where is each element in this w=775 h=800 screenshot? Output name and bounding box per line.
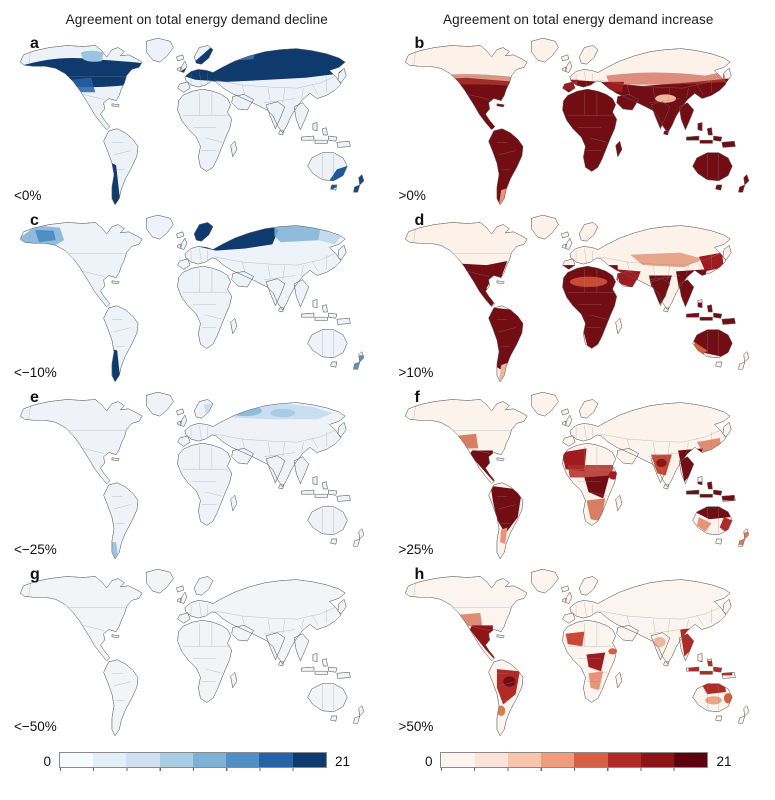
panel-e: e <−25% bbox=[6, 388, 385, 565]
colorbar-decline-min-label: 0 bbox=[43, 754, 51, 769]
colorbars: 0 21 0 21 bbox=[6, 752, 769, 771]
colorbar-decline-ticks bbox=[59, 768, 326, 771]
colorbar-increase: 0 21 bbox=[388, 752, 770, 771]
panel-label-d: d bbox=[414, 212, 425, 229]
threshold-label-b: >0% bbox=[398, 188, 426, 203]
threshold-label-d: >10% bbox=[398, 365, 434, 380]
column-title-decline: Agreement on total energy demand decline bbox=[65, 12, 328, 27]
world-map-increase-25pct bbox=[404, 391, 749, 560]
threshold-label-c: <−10% bbox=[14, 365, 57, 380]
panel-label-b: b bbox=[414, 35, 425, 52]
panel-grid: a <0% b bbox=[6, 34, 769, 742]
threshold-label-f: >25% bbox=[398, 542, 434, 557]
panel-d: d bbox=[391, 211, 770, 388]
panel-f: f bbox=[391, 388, 770, 565]
panel-b: b >0% bbox=[391, 34, 770, 211]
column-title-increase: Agreement on total energy demand increas… bbox=[442, 12, 714, 27]
panel-label-c: c bbox=[30, 212, 39, 229]
panel-label-h: h bbox=[414, 566, 425, 583]
panel-label-a: a bbox=[30, 35, 39, 52]
world-map-increase-10pct bbox=[404, 214, 749, 383]
world-map-increase-50pct bbox=[404, 568, 749, 737]
world-map-decline-25pct bbox=[19, 391, 365, 560]
colorbar-increase-bar-wrap bbox=[440, 752, 709, 771]
colorbar-increase-ticks bbox=[441, 768, 708, 771]
panel-g: g <−50% bbox=[6, 565, 385, 742]
colorbar-decline: 0 21 bbox=[6, 752, 388, 771]
world-map-decline-10pct bbox=[19, 214, 365, 383]
world-map-decline-50pct bbox=[19, 568, 365, 737]
panel-label-e: e bbox=[30, 389, 39, 406]
panel-c: c <−10% bbox=[6, 211, 385, 388]
world-map-decline-0pct bbox=[19, 37, 365, 206]
threshold-label-e: <−25% bbox=[14, 542, 57, 557]
threshold-label-g: <−50% bbox=[14, 719, 57, 734]
colorbar-decline-bar-wrap bbox=[58, 752, 327, 771]
panel-a: a <0% bbox=[6, 34, 385, 211]
world-map-increase-0pct bbox=[404, 37, 749, 206]
panel-h: h bbox=[391, 565, 770, 742]
colorbar-gradient-decline bbox=[58, 752, 327, 768]
colorbar-decline-max-label: 21 bbox=[334, 754, 351, 769]
column-titles: Agreement on total energy demand decline… bbox=[6, 0, 769, 34]
panel-label-g: g bbox=[30, 566, 40, 583]
colorbar-increase-min-label: 0 bbox=[424, 754, 433, 769]
threshold-label-a: <0% bbox=[14, 188, 42, 203]
threshold-label-h: >50% bbox=[398, 719, 434, 734]
colorbar-gradient-increase bbox=[440, 752, 709, 768]
panel-label-f: f bbox=[414, 389, 420, 406]
colorbar-increase-max-label: 21 bbox=[716, 754, 732, 769]
